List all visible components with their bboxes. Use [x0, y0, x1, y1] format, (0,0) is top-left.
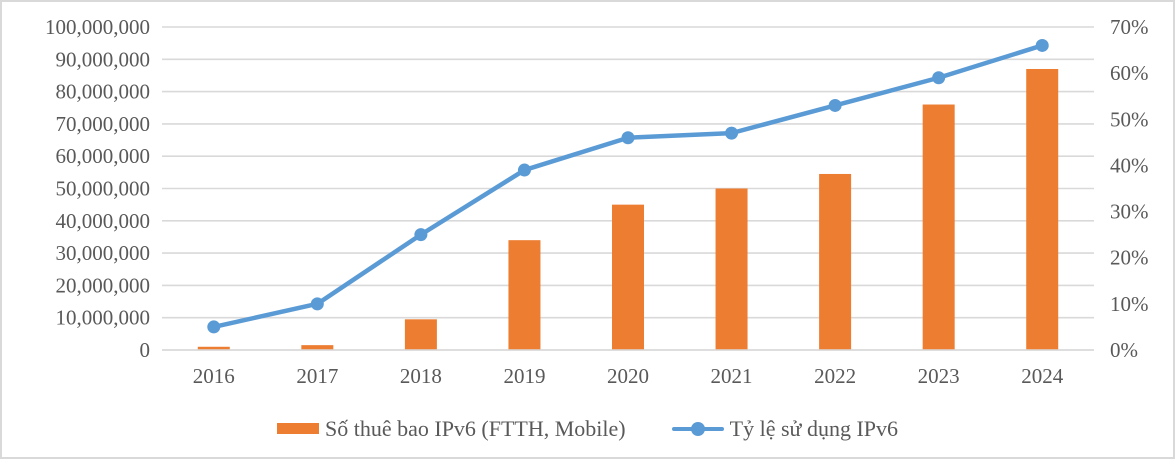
left-axis-tick-label: 20,000,000 [56, 273, 151, 297]
x-axis-tick-label: 2024 [1021, 364, 1064, 388]
left-axis-tick-label: 30,000,000 [56, 241, 151, 265]
line-point-2016 [207, 320, 221, 334]
left-axis-tick-label: 50,000,000 [56, 177, 151, 201]
left-axis-tick-label: 70,000,000 [56, 112, 151, 136]
x-axis-tick-label: 2018 [400, 364, 442, 388]
line-point-2021 [725, 126, 739, 140]
bar-2021 [715, 188, 748, 350]
x-axis-tick-label: 2016 [193, 364, 235, 388]
left-axis-tick-label: 90,000,000 [56, 47, 151, 71]
x-axis-tick-label: 2021 [711, 364, 753, 388]
left-axis-tick-label: 40,000,000 [56, 209, 151, 233]
left-axis-tick-label: 80,000,000 [56, 80, 151, 104]
line-series-swatch-icon [671, 421, 724, 437]
right-axis-tick-label: 50% [1110, 107, 1149, 131]
line-point-2023 [932, 71, 946, 85]
x-axis-tick-label: 2020 [607, 364, 649, 388]
line-point-2020 [621, 131, 635, 145]
bar-2020 [612, 204, 644, 350]
right-axis-tick-label: 30% [1110, 200, 1149, 224]
bar-series-swatch-icon [276, 423, 319, 434]
legend-item-subscribers: Số thuê bao IPv6 (FTTH, Mobile) [276, 415, 626, 441]
bar-2024 [1026, 68, 1059, 351]
left-axis-tick-label: 100,000,000 [45, 15, 150, 39]
right-axis-tick-label: 60% [1110, 61, 1149, 85]
right-axis-tick-label: 10% [1110, 292, 1149, 316]
line-point-2022 [828, 98, 842, 112]
left-axis-tick-label: 10,000,000 [56, 306, 151, 330]
left-axis-tick-label: 0 [140, 338, 151, 362]
bar-2023 [922, 104, 955, 351]
right-axis-tick-label: 20% [1110, 246, 1149, 270]
right-axis-tick-label: 0% [1110, 338, 1138, 362]
bar-2022 [819, 173, 852, 350]
left-axis-tick-label: 60,000,000 [56, 144, 151, 168]
x-axis-tick-label: 2023 [918, 364, 960, 388]
x-axis-tick-label: 2019 [503, 364, 545, 388]
x-axis-tick-label: 2022 [814, 364, 856, 388]
line-point-2018 [414, 228, 428, 242]
bar-2018 [404, 319, 437, 350]
bar-2016 [197, 346, 230, 350]
legend-label-subscribers: Số thuê bao IPv6 (FTTH, Mobile) [324, 415, 626, 441]
line-point-2024 [1035, 38, 1049, 52]
legend-label-usage-rate: Tỷ lệ sử dụng IPv6 [729, 415, 899, 441]
line-point-2017 [310, 297, 324, 311]
x-axis-tick-label: 2017 [296, 364, 338, 388]
combo-chart-plot: 0 10,000,000 20,000,000 30,000,000 40,000,00… [45, 15, 1149, 388]
bar-2019 [508, 240, 541, 350]
right-axis-tick-label: 40% [1110, 153, 1149, 177]
chart-legend: Số thuê bao IPv6 (FTTH, Mobile) Tỷ lệ sử… [2, 400, 1173, 457]
legend-item-usage-rate: Tỷ lệ sử dụng IPv6 [671, 415, 899, 441]
bar-2017 [301, 345, 334, 350]
right-axis-tick-label: 70% [1110, 15, 1149, 39]
line-point-2019 [517, 163, 531, 177]
